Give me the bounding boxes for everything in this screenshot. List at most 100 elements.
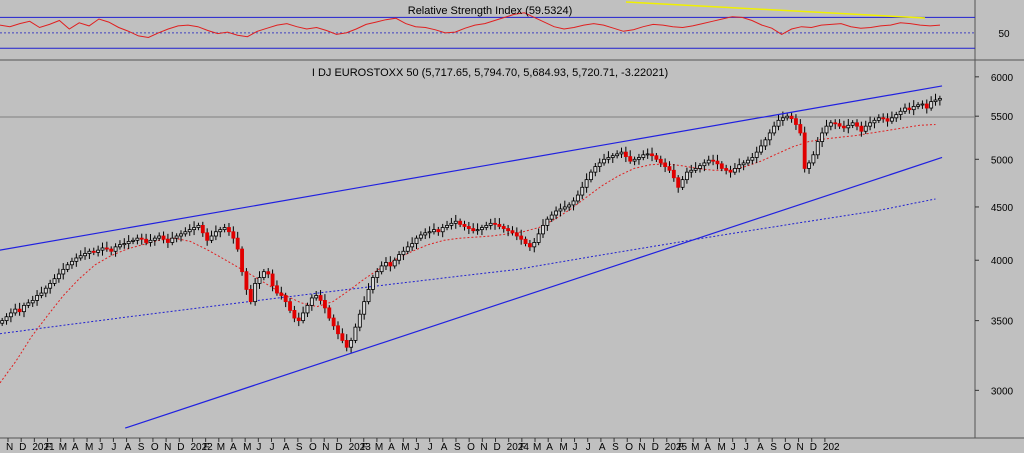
candle-body (227, 227, 231, 233)
candle-body (205, 232, 210, 241)
candle-body (410, 243, 415, 248)
candle-body (846, 124, 851, 129)
candle-body (379, 265, 384, 273)
x-tick-label: 2025 (665, 442, 688, 453)
candle-body (353, 326, 358, 341)
candle-body (209, 235, 214, 241)
candle-body (61, 268, 66, 275)
x-tick-label: J (111, 442, 116, 453)
x-tick-label: F (520, 442, 526, 453)
x-tick-label: J (731, 442, 736, 453)
candle-body (510, 230, 515, 234)
candle-body (828, 122, 833, 127)
x-tick-label: F (46, 442, 52, 453)
x-tick-label: N (322, 442, 329, 453)
candle-body (698, 165, 702, 169)
candle-body (532, 242, 537, 248)
candle-body (336, 325, 340, 335)
candle-body (414, 237, 419, 244)
x-tick-label: N (480, 442, 487, 453)
y-tick-label: 6000 (991, 73, 1014, 84)
x-tick-label: A (230, 442, 237, 453)
x-tick-label: D (335, 442, 342, 453)
candle-body (366, 289, 371, 303)
candle-body (401, 250, 406, 256)
candle-body (423, 232, 428, 236)
candle-body (104, 247, 109, 250)
x-tick-label: M (401, 442, 409, 453)
candle-body (545, 218, 550, 226)
x-tick-label: A (72, 442, 79, 453)
candle-body (772, 125, 777, 134)
candle-body (322, 300, 327, 309)
candle-body (859, 125, 864, 132)
candle-body (527, 243, 532, 248)
candle-body (174, 235, 179, 239)
candle-body (667, 166, 672, 171)
candle-body (780, 117, 785, 121)
candle-body (231, 231, 236, 239)
candle-body (575, 194, 580, 202)
candle-body (920, 103, 925, 106)
candle-body (22, 304, 26, 313)
y-tick-label: 4500 (991, 203, 1014, 214)
candle-body (122, 243, 127, 246)
candle-body (200, 225, 205, 234)
candle-body (432, 229, 436, 233)
rsi-title: Relative Strength Index (59.5324) (408, 5, 573, 17)
candle-body (327, 307, 332, 319)
candle-body (96, 249, 101, 253)
candle-body (702, 162, 707, 167)
candle-body (719, 163, 724, 169)
candle-body (759, 145, 763, 153)
candle-body (87, 250, 92, 254)
candle-body (471, 228, 476, 232)
y-tick-label: 4000 (991, 256, 1014, 267)
x-tick-label: J (573, 442, 578, 453)
candle-body (257, 277, 262, 284)
candle-body (785, 115, 790, 119)
candle-body (13, 308, 18, 314)
candle-body (118, 244, 122, 248)
candle-body (436, 229, 441, 233)
candle-body (475, 229, 480, 232)
candle-body (375, 271, 380, 278)
y-tick-label: 3500 (991, 317, 1014, 328)
candle-body (288, 301, 292, 311)
candle-body (462, 223, 467, 227)
candle-body (903, 107, 907, 112)
candle-body (885, 118, 890, 122)
candle-body (113, 246, 118, 252)
candle-body (916, 104, 920, 107)
candle-body (283, 295, 288, 303)
candle-body (148, 239, 153, 243)
x-tick-label: 2024 (507, 442, 530, 453)
moving-average-long (0, 198, 936, 335)
candle-body (187, 229, 192, 233)
x-tick-label: M (85, 442, 93, 453)
x-tick-label: M (59, 442, 67, 453)
candle-body (776, 119, 781, 127)
candle-body (746, 159, 750, 164)
candle-body (602, 158, 606, 164)
x-tick-label: D (810, 442, 817, 453)
candle-body (222, 227, 227, 231)
x-tick-label: O (309, 442, 317, 453)
x-tick-label: D (19, 442, 26, 453)
x-tick-label: S (454, 442, 461, 453)
candle-body (344, 340, 349, 348)
candle-body (196, 225, 201, 228)
candle-body (157, 235, 162, 239)
candle-body (275, 285, 279, 294)
candle-body (405, 246, 410, 252)
candle-body (179, 233, 183, 237)
candle-body (388, 262, 393, 267)
x-tick-label: O (783, 442, 791, 453)
x-tick-label: S (296, 442, 303, 453)
candle-body (623, 151, 628, 157)
candle-body (658, 158, 663, 164)
candle-body (493, 222, 497, 225)
candle-body (506, 228, 511, 232)
candle-body (619, 151, 624, 155)
candle-body (192, 227, 197, 231)
